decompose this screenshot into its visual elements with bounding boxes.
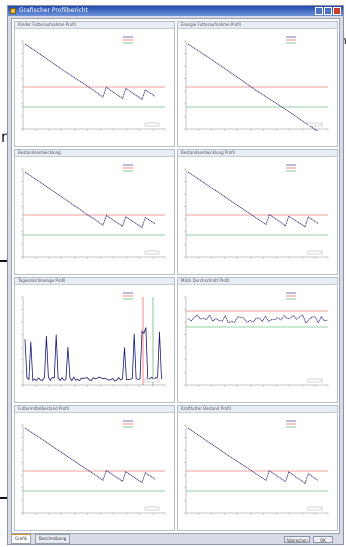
chart-panel-title: Milch Durchschnitt Profil xyxy=(181,278,230,283)
legend-box xyxy=(144,506,160,511)
chart-plot xyxy=(184,164,329,259)
page-glyph-n: n xyxy=(1,128,11,146)
chart-panel-2: Energie Futteraufnahme Profil xyxy=(177,21,338,147)
chart-plot xyxy=(184,420,329,515)
chart-plot xyxy=(21,292,166,387)
series-line xyxy=(187,427,319,485)
chart-panel-title: Energie Futteraufnahme Profil xyxy=(181,22,241,27)
chart-panel-header: Rinder Futteraufnahme Profil xyxy=(15,22,174,29)
chart-panel-header: Milch Durchschnitt Profil xyxy=(178,278,337,285)
chart-panel-8: Kraftfutter Bestand Profil xyxy=(177,405,338,531)
chart-panel-4: Bestandsentwicklung Profil xyxy=(177,149,338,275)
chart-panel-title: Kraftfutter Bestand Profil xyxy=(181,406,231,411)
chart-panel-header: Tagesmilchmenge Profil xyxy=(15,278,174,285)
legend-box xyxy=(144,378,160,383)
chart-plot xyxy=(184,36,329,132)
app-icon xyxy=(10,8,16,14)
chart-plot xyxy=(21,420,166,515)
legend-box xyxy=(144,122,160,127)
legend-box xyxy=(307,378,323,383)
chart-panel-7: Futtermittelbestand Profil xyxy=(14,405,175,531)
chart-plot xyxy=(21,36,166,131)
legend-box xyxy=(307,122,323,127)
minimize-button[interactable] xyxy=(315,7,323,15)
series-line xyxy=(187,171,319,228)
chart-panel-5: Tagesmilchmenge Profil xyxy=(14,277,175,403)
close-button[interactable] xyxy=(333,7,341,15)
chart-panel-title: Futtermittelbestand Profil xyxy=(18,406,69,411)
chart-panel-header: Bestandsentwicklung xyxy=(15,150,174,157)
series-line xyxy=(24,427,156,484)
tab-beschreibung[interactable]: Beschreibung xyxy=(35,534,71,544)
cancel-button[interactable]: Abbrechen xyxy=(284,536,310,543)
chart-plot xyxy=(21,164,166,259)
chart-panel-title: Bestandsentwicklung Profil xyxy=(181,150,235,155)
series-line xyxy=(24,327,162,382)
chart-panel-header: Energie Futteraufnahme Profil xyxy=(178,22,337,29)
chart-plot xyxy=(184,292,329,387)
series-line xyxy=(187,43,319,132)
legend-box xyxy=(307,506,323,511)
window-title: Grafischer Profilbericht xyxy=(19,7,88,14)
legend-box xyxy=(307,250,323,255)
chart-panel-header: Futtermittelbestand Profil xyxy=(15,406,174,413)
chart-panel-header: Bestandsentwicklung Profil xyxy=(178,150,337,157)
tab-grafik[interactable]: Grafik xyxy=(11,534,32,544)
legend-box xyxy=(144,250,160,255)
title-bar: Grafischer Profilbericht xyxy=(8,6,343,16)
chart-panel-header: Kraftfutter Bestand Profil xyxy=(178,406,337,413)
chart-panel-1: Rinder Futteraufnahme Profil xyxy=(14,21,175,147)
chart-panel-title: Bestandsentwicklung xyxy=(18,150,61,155)
ok-button[interactable]: OK xyxy=(313,536,333,543)
report-window: Grafischer Profilbericht Rinder Futterau… xyxy=(7,5,344,545)
series-line xyxy=(24,171,156,229)
chart-panel-title: Tagesmilchmenge Profil xyxy=(18,278,66,283)
chart-panel-6: Milch Durchschnitt Profil xyxy=(177,277,338,403)
chart-panel-title: Rinder Futteraufnahme Profil xyxy=(18,22,76,27)
series-line xyxy=(187,314,328,324)
chart-panel-3: Bestandsentwicklung xyxy=(14,149,175,275)
maximize-button[interactable] xyxy=(324,7,332,15)
series-line xyxy=(24,43,156,101)
chart-grid: Rinder Futteraufnahme Profil Energie Fut… xyxy=(11,18,340,534)
